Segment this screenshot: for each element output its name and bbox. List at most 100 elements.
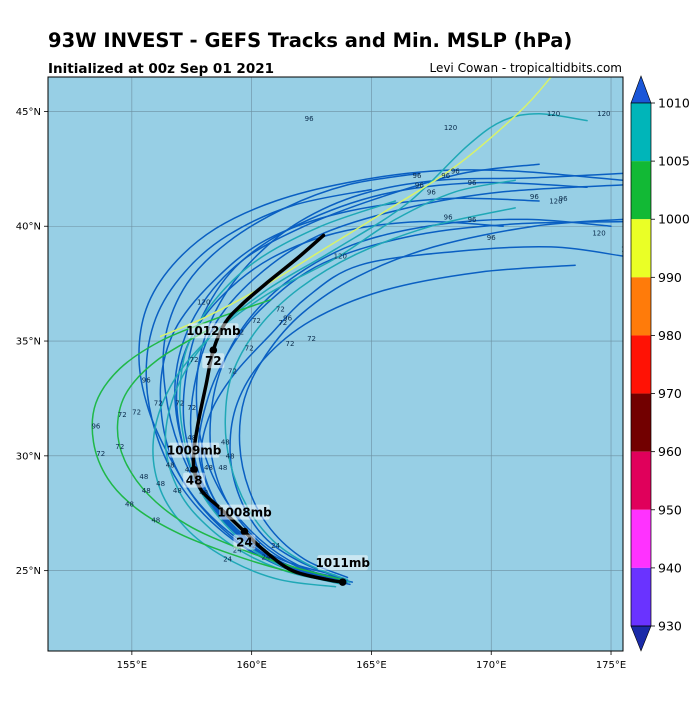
- hour-marker-label: 48: [151, 517, 160, 525]
- mslp-label-bg: [317, 555, 368, 571]
- y-tick-label: 25°N: [16, 566, 41, 577]
- colorbar-tick-label: 1010: [658, 96, 690, 111]
- hour-marker-label: 120: [444, 124, 457, 132]
- hour-marker-label: 96: [415, 181, 424, 189]
- ensemble-track-12: [238, 218, 623, 579]
- grid-lines: [48, 77, 623, 651]
- hour-marker-label: 72: [115, 443, 124, 451]
- colorbar-tick-label: 970: [658, 386, 682, 401]
- colorbar-frame: [630, 102, 652, 627]
- hour-marker-label: 48: [139, 473, 148, 481]
- hour-marker-label: 48: [156, 480, 165, 488]
- x-tick-label: 175°E: [596, 660, 626, 671]
- ensemble-track-17: [179, 200, 397, 586]
- hour-marker-label: 120: [621, 246, 634, 254]
- hour-marker-label: 48: [142, 487, 151, 495]
- colorbar-tick-label: 960: [658, 444, 682, 459]
- hour-label-bg: [202, 353, 225, 369]
- x-tick-label: 160°E: [236, 660, 266, 671]
- hour-marker-label: 72: [132, 409, 141, 417]
- mean-track-dot: [209, 346, 218, 355]
- credit-label: Levi Cowan - tropicaltidbits.com: [429, 61, 622, 75]
- hour-marker-label: 96: [451, 168, 460, 176]
- hour-marker-label: 120: [547, 110, 560, 118]
- hour-marker-label: 96: [441, 172, 450, 180]
- colorbar-tick-label: 1005: [658, 154, 690, 169]
- hour-marker-label: 72: [245, 344, 254, 352]
- colorbar-segment: [631, 567, 651, 626]
- ensemble-track-18: [224, 207, 516, 581]
- colorbar-top-cap: [630, 75, 652, 104]
- colorbar-segment: [631, 335, 651, 394]
- mslp-label-bg: [219, 504, 270, 520]
- colorbar-segment: [631, 277, 651, 336]
- colorbar-segment: [631, 161, 651, 220]
- hour-marker-label: 72: [154, 400, 163, 408]
- hour-marker-label: 96: [530, 193, 539, 201]
- hour-marker-label: 72: [307, 335, 316, 343]
- ensemble-track-16: [152, 179, 516, 588]
- ensemble-track-14: [195, 172, 623, 583]
- x-tick-label: 170°E: [476, 660, 506, 671]
- hour-marker-label: 72: [187, 404, 196, 412]
- hour-marker-label: 96: [468, 216, 477, 224]
- hour-marker-label: 48: [166, 462, 175, 470]
- colorbar-segment: [631, 393, 651, 452]
- hour-marker-label: 96: [142, 377, 151, 385]
- mslp-label-bg: [188, 323, 239, 339]
- mean-track-dot: [190, 465, 198, 474]
- y-tick-label: 45°N: [16, 107, 41, 118]
- hour-marker-label: 96: [283, 315, 292, 323]
- hour-marker-label: 72: [235, 328, 244, 336]
- hour-marker-label: 96: [91, 422, 100, 430]
- y-tick-label: 30°N: [16, 451, 41, 462]
- colorbar-segment: [631, 219, 651, 278]
- colorbar-segment: [631, 509, 651, 568]
- hour-marker-label: 24: [233, 546, 242, 554]
- hour-marker-label: 48: [226, 452, 235, 460]
- ensemble-track-21: [159, 77, 552, 338]
- ensemble-track-6: [174, 163, 540, 576]
- hour-marker-label: 72: [190, 356, 199, 364]
- mean-track-dot: [338, 578, 347, 586]
- hour-marker-label: 48: [204, 464, 213, 472]
- forecast-hour-label: 72: [205, 354, 222, 368]
- hour-marker-label: 96: [305, 115, 314, 123]
- colorbar-segment: [631, 103, 651, 162]
- x-tick-label: 165°E: [356, 660, 386, 671]
- colorbar-tick-label: 950: [658, 502, 682, 517]
- hour-label-bg: [183, 472, 206, 488]
- forecast-hour-label: 24: [236, 536, 253, 550]
- hour-marker-label: 72: [276, 305, 285, 313]
- hour-marker-label: 24: [262, 553, 271, 561]
- ensemble-track-13: [138, 169, 623, 583]
- x-tick-label: 155°E: [117, 660, 147, 671]
- hour-marker-label: 120: [592, 230, 605, 238]
- hour-marker-label: 24: [223, 556, 232, 564]
- mslp-label: 1009mb: [167, 444, 222, 458]
- hour-marker-label: 72: [228, 367, 237, 375]
- colorbar-tick-label: 1000: [658, 212, 690, 227]
- hour-marker-label: 96: [559, 195, 568, 203]
- hour-marker-label: 72: [278, 319, 287, 327]
- hour-marker-label: 120: [197, 299, 210, 307]
- hour-marker-label: 96: [468, 179, 477, 187]
- colorbar-tick-label: 980: [658, 328, 682, 343]
- colorbar-segment: [631, 451, 651, 510]
- hour-marker-label: 48: [185, 466, 194, 474]
- hour-label-bg: [233, 534, 256, 550]
- mslp-label: 1012mb: [186, 324, 241, 338]
- mslp-label-bg: [168, 442, 220, 458]
- mean-track-dot: [240, 527, 249, 536]
- y-tick-label: 35°N: [16, 337, 41, 348]
- hour-marker-label: 48: [187, 434, 196, 442]
- colorbar-tick-label: 940: [658, 560, 682, 575]
- hour-marker-label: 96: [444, 214, 453, 222]
- hour-marker-label: 48: [173, 487, 182, 495]
- ensemble-track-20: [116, 328, 344, 581]
- axis-tick-labels: 155°E 160°E 165°E 170°E 175°E 25°N 30°N 35°N 40°…: [16, 107, 626, 671]
